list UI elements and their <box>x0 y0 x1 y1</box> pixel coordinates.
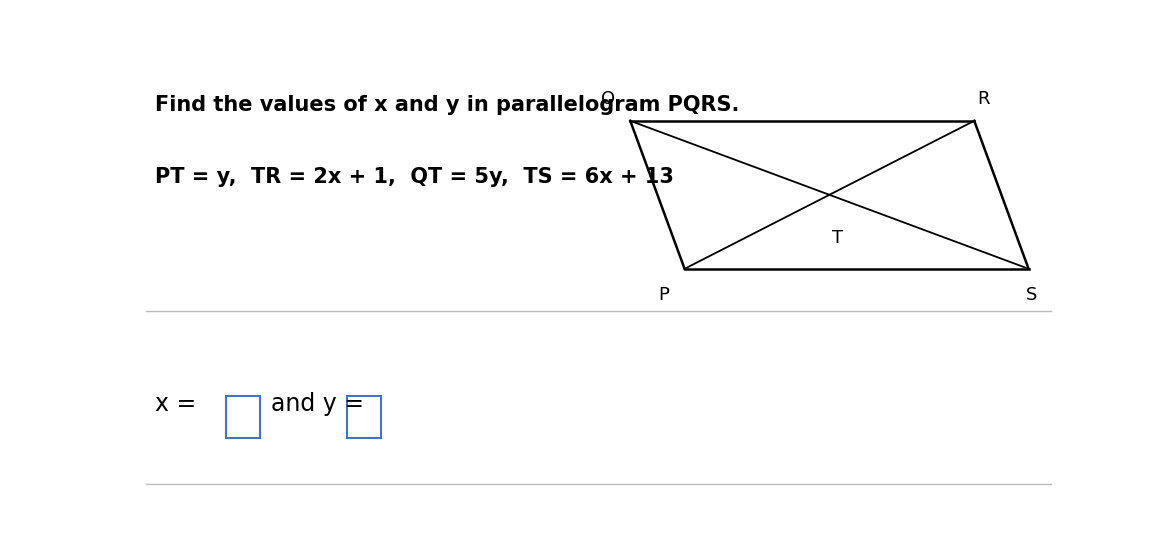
Text: x =: x = <box>155 392 203 416</box>
Text: S: S <box>1026 285 1037 304</box>
Text: R: R <box>976 90 989 108</box>
Text: P: P <box>659 285 669 304</box>
Text: Find the values of x and y in parallelogram PQRS.: Find the values of x and y in parallelog… <box>155 96 739 115</box>
Text: Q: Q <box>600 90 614 108</box>
FancyBboxPatch shape <box>225 396 260 438</box>
Text: T: T <box>832 228 843 247</box>
Text: PT = y,  TR = 2x + 1,  QT = 5y,  TS = 6x + 13: PT = y, TR = 2x + 1, QT = 5y, TS = 6x + … <box>155 167 674 187</box>
FancyBboxPatch shape <box>347 396 381 438</box>
Text: and y =: and y = <box>271 392 371 416</box>
